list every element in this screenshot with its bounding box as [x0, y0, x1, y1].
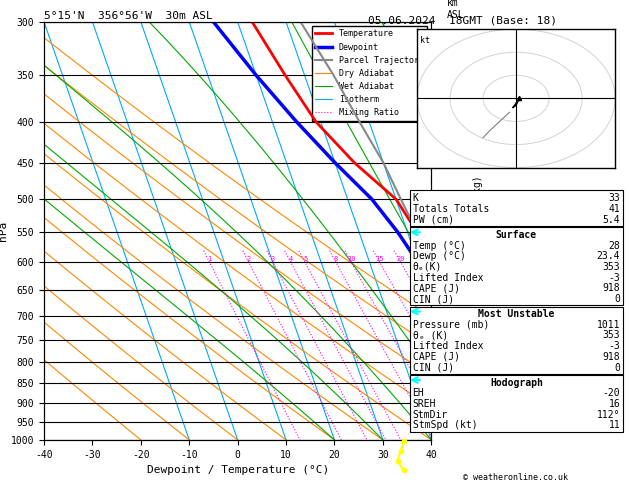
Text: θₑ(K): θₑ(K) — [413, 262, 442, 272]
Text: 1: 1 — [208, 257, 212, 262]
Text: CIN (J): CIN (J) — [413, 363, 454, 373]
Text: 28: 28 — [608, 241, 620, 251]
Text: Surface: Surface — [496, 230, 537, 240]
Legend: Temperature, Dewpoint, Parcel Trajectory, Dry Adiabat, Wet Adiabat, Isotherm, Mi: Temperature, Dewpoint, Parcel Trajectory… — [312, 26, 427, 121]
Text: 5.4: 5.4 — [603, 215, 620, 225]
Text: Lifted Index: Lifted Index — [413, 273, 483, 283]
Text: 918: 918 — [603, 283, 620, 294]
Text: Lifted Index: Lifted Index — [413, 341, 483, 351]
Text: SREH: SREH — [413, 399, 436, 409]
Text: 112°: 112° — [597, 410, 620, 420]
Text: © weatheronline.co.uk: © weatheronline.co.uk — [464, 473, 568, 482]
Text: km
ASL: km ASL — [447, 0, 464, 20]
Text: StmSpd (kt): StmSpd (kt) — [413, 420, 477, 431]
Text: 11: 11 — [608, 420, 620, 431]
Text: -3: -3 — [608, 273, 620, 283]
Text: Most Unstable: Most Unstable — [478, 309, 555, 319]
Text: Pressure (mb): Pressure (mb) — [413, 320, 489, 330]
Text: 20: 20 — [396, 257, 405, 262]
Text: PW (cm): PW (cm) — [413, 215, 454, 225]
Text: 15: 15 — [376, 257, 384, 262]
Text: 4: 4 — [289, 257, 293, 262]
Text: Hodograph: Hodograph — [490, 378, 543, 388]
Text: kt: kt — [420, 36, 430, 45]
Text: EH: EH — [413, 388, 425, 399]
Text: Dewp (°C): Dewp (°C) — [413, 251, 465, 261]
Text: 05.06.2024  18GMT (Base: 18): 05.06.2024 18GMT (Base: 18) — [368, 16, 557, 26]
Text: 5: 5 — [303, 257, 307, 262]
Text: 23.4: 23.4 — [597, 251, 620, 261]
Text: 2: 2 — [247, 257, 251, 262]
Text: 8: 8 — [334, 257, 338, 262]
Text: 33: 33 — [608, 193, 620, 204]
Text: 41: 41 — [608, 204, 620, 214]
Text: Totals Totals: Totals Totals — [413, 204, 489, 214]
Text: Mixing Ratio (g/kg): Mixing Ratio (g/kg) — [472, 175, 482, 287]
Text: 353: 353 — [603, 330, 620, 341]
Text: 0: 0 — [615, 363, 620, 373]
Text: CAPE (J): CAPE (J) — [413, 352, 460, 362]
X-axis label: Dewpoint / Temperature (°C): Dewpoint / Temperature (°C) — [147, 465, 329, 475]
Text: 25: 25 — [413, 257, 421, 262]
Y-axis label: hPa: hPa — [0, 221, 8, 241]
Text: 918: 918 — [603, 352, 620, 362]
Text: 3: 3 — [271, 257, 276, 262]
Text: 0: 0 — [615, 294, 620, 304]
Text: CIN (J): CIN (J) — [413, 294, 454, 304]
Text: K: K — [413, 193, 418, 204]
Text: 10: 10 — [347, 257, 355, 262]
Text: 5°15'N  356°56'W  30m ASL: 5°15'N 356°56'W 30m ASL — [44, 11, 213, 21]
Text: Temp (°C): Temp (°C) — [413, 241, 465, 251]
Text: 1011: 1011 — [597, 320, 620, 330]
Text: θₑ (K): θₑ (K) — [413, 330, 448, 341]
Text: -3: -3 — [608, 341, 620, 351]
Text: CAPE (J): CAPE (J) — [413, 283, 460, 294]
Text: StmDir: StmDir — [413, 410, 448, 420]
Text: 16: 16 — [608, 399, 620, 409]
Text: -20: -20 — [603, 388, 620, 399]
Text: LCL: LCL — [435, 417, 453, 427]
Text: 353: 353 — [603, 262, 620, 272]
